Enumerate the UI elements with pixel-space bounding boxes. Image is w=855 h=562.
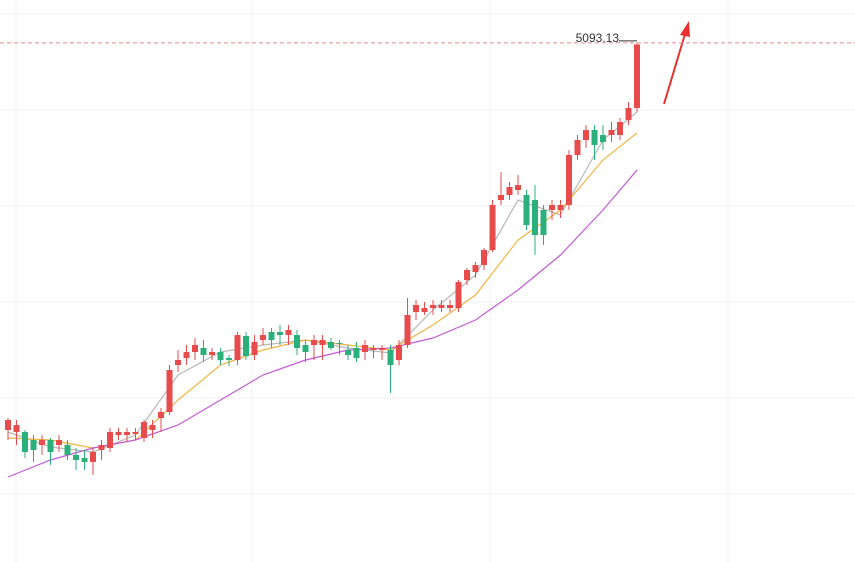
candle-body	[175, 360, 181, 365]
moving-average	[7, 111, 638, 453]
candle-body	[294, 335, 300, 348]
candle-body	[557, 205, 564, 210]
candle-body	[362, 345, 368, 352]
candle-body	[73, 455, 79, 460]
candle-body	[243, 336, 249, 356]
candle-body	[90, 452, 96, 462]
candle-body	[268, 332, 275, 340]
candle-body	[353, 348, 360, 358]
candle-body	[489, 205, 496, 250]
arrow-shaft	[663, 33, 686, 105]
candle-body	[532, 200, 538, 235]
candle-body	[166, 370, 173, 412]
candle-body	[608, 130, 615, 135]
candle-body	[277, 332, 283, 335]
candle-body	[98, 445, 105, 450]
candle-body	[345, 350, 351, 355]
candle-body	[302, 345, 309, 352]
candle-body	[30, 440, 37, 450]
candle-body	[523, 195, 530, 225]
candle-body	[285, 330, 292, 335]
candle-body	[387, 350, 394, 365]
candle-body	[47, 440, 54, 452]
candle-body	[574, 140, 581, 155]
arrow-head	[680, 21, 690, 37]
candle-body	[583, 130, 589, 140]
candle-body	[506, 187, 513, 195]
candle-body	[634, 44, 640, 108]
candle-body	[370, 348, 377, 350]
candle-body	[379, 348, 385, 350]
candle-body	[149, 425, 156, 430]
candle-body	[260, 335, 266, 340]
candle-body	[540, 210, 547, 235]
candle-body	[64, 445, 71, 455]
candle-body	[319, 340, 326, 345]
candle-body	[566, 155, 572, 205]
candle-body	[421, 308, 428, 312]
candle-body	[234, 335, 241, 360]
price-label: 5093.13	[576, 31, 620, 45]
candle-body	[124, 432, 130, 435]
candle-body	[209, 352, 215, 355]
candle-body	[311, 340, 317, 345]
candle-body	[132, 432, 139, 434]
candle-body	[226, 358, 232, 360]
candle-body	[328, 342, 334, 348]
candle-body	[13, 425, 20, 432]
candle-body	[22, 432, 28, 452]
candle-body	[447, 305, 453, 308]
candle-body	[404, 315, 411, 345]
candle-body	[549, 205, 555, 210]
candle-body	[251, 342, 258, 355]
trend-arrow	[663, 21, 690, 105]
candle-body	[217, 352, 224, 360]
candle-body	[336, 343, 343, 344]
candle-body	[438, 305, 445, 308]
candle-body	[455, 282, 462, 308]
candle-body	[430, 305, 436, 308]
candle-body	[472, 265, 479, 272]
candle-body	[183, 352, 190, 358]
candle-body	[81, 458, 88, 462]
candle-body	[515, 185, 521, 190]
candle-body	[200, 348, 207, 355]
candle-body	[625, 108, 632, 120]
candle-body	[115, 432, 122, 435]
moving-average	[7, 169, 638, 478]
candle-body	[158, 412, 164, 418]
candle-body	[141, 422, 147, 438]
candle-body	[5, 420, 11, 430]
moving-average	[7, 132, 638, 449]
candle-body	[600, 135, 606, 142]
candle-body	[498, 195, 504, 200]
candle-body	[464, 270, 470, 280]
candle-body	[39, 440, 45, 445]
candle-body	[107, 432, 113, 448]
candle-body	[591, 130, 598, 145]
candle-body	[481, 250, 487, 265]
candle-body	[617, 122, 623, 135]
candle-body	[413, 305, 419, 312]
candle-body	[396, 345, 402, 360]
candle-body	[56, 440, 62, 445]
candle-body	[192, 345, 198, 352]
